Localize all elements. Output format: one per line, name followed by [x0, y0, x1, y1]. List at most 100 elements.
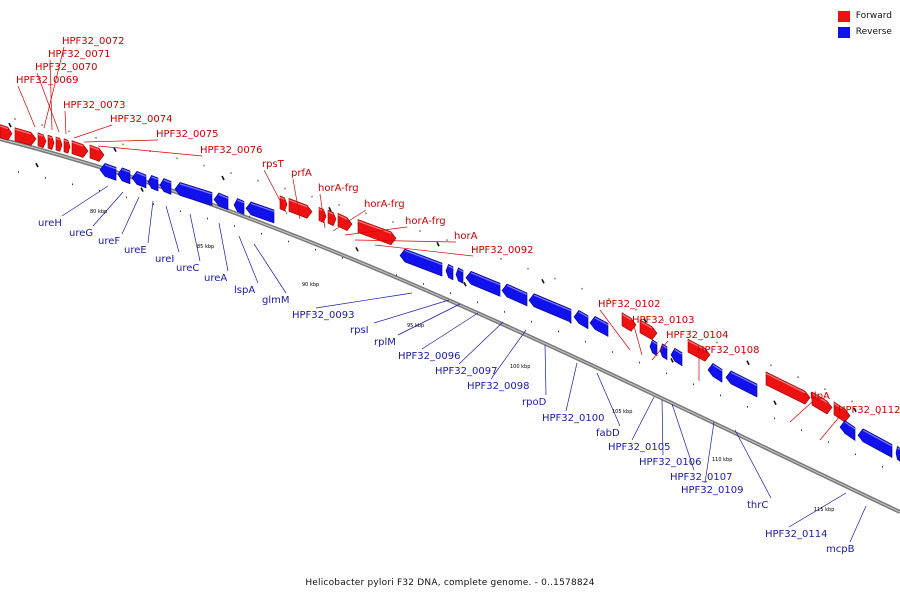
- gene-label-reverse: HPF32_0097: [435, 366, 497, 377]
- reverse-gene-arrow: [233, 198, 245, 215]
- gene-features: [0, 124, 900, 462]
- gene-label-forward: HPF32_0104: [666, 330, 728, 341]
- major-tick: [8, 122, 12, 128]
- gene-label-forward: HPF32_0103: [632, 315, 694, 326]
- forward-gene-arrow: [765, 371, 811, 405]
- leader-line: [490, 329, 527, 380]
- leader-line: [565, 362, 578, 412]
- leader-line: [734, 429, 772, 499]
- gene-label-reverse: ureF: [98, 236, 120, 247]
- gene-label-reverse: ureI: [155, 254, 174, 265]
- major-tick: [436, 241, 440, 247]
- forward-swatch: [837, 10, 850, 22]
- reverse-gene-arrow: [589, 316, 609, 337]
- gene-label-reverse: rpoD: [522, 397, 547, 408]
- gene-label-forward: rpsT: [262, 159, 285, 170]
- gene-label-forward: HPF32_0092: [471, 245, 533, 256]
- reverse-gene-arrow: [174, 182, 213, 206]
- leader-line: [83, 139, 159, 143]
- forward-gene-arrow: [89, 144, 105, 162]
- reverse-gene-arrow: [399, 248, 443, 277]
- gene-label-reverse: HPF32_0109: [681, 485, 743, 496]
- gene-label-reverse: fabD: [596, 428, 620, 439]
- scale-label: 115 kbp: [814, 507, 834, 513]
- tick-marks: [8, 118, 884, 468]
- leader-line: [596, 372, 621, 427]
- leader-line: [344, 226, 408, 236]
- forward-gene-arrow: [327, 209, 337, 227]
- gene-label-reverse: HPF32_0100: [542, 413, 604, 424]
- reverse-gene-arrow: [117, 167, 131, 185]
- leader-line: [263, 169, 288, 215]
- reverse-gene-arrow: [213, 192, 229, 211]
- gene-label-forward: HPF32_0069: [16, 75, 78, 86]
- major-tick: [463, 281, 467, 287]
- leader-line: [253, 243, 287, 294]
- leader-line: [704, 421, 715, 484]
- gene-label-forward: horA-frg: [364, 199, 405, 210]
- major-tick: [113, 147, 117, 152]
- gene-label-forward: prfA: [291, 168, 312, 179]
- major-tick: [328, 206, 332, 212]
- forward-gene-arrow: [288, 197, 313, 219]
- scale-label: 90 kbp: [302, 282, 319, 288]
- reverse-gene-arrow: [455, 267, 464, 284]
- major-tick: [221, 175, 225, 181]
- forward-gene-arrow: [811, 391, 833, 415]
- leader-line: [397, 303, 461, 336]
- reverse-swatch: [837, 26, 850, 38]
- legend: Forward Reverse: [837, 8, 892, 40]
- major-tick: [853, 407, 857, 413]
- gene-label-reverse: rplM: [374, 337, 396, 348]
- leader-line: [238, 235, 259, 284]
- leader-line: [633, 325, 643, 356]
- reverse-gene-arrow: [670, 347, 683, 367]
- reverse-gene-arrow: [573, 309, 589, 330]
- leader-line: [374, 244, 474, 257]
- gene-label-reverse: HPF32_0107: [670, 472, 732, 483]
- major-tick: [746, 360, 750, 366]
- gene-label-forward: HPF32_0102: [598, 299, 660, 310]
- leader-line: [43, 46, 65, 129]
- leader-line: [92, 191, 124, 227]
- major-tick: [773, 400, 777, 406]
- forward-gene-arrow: [337, 212, 353, 232]
- gene-label-forward: HPF32_0070: [35, 62, 97, 73]
- leader-line: [651, 340, 669, 361]
- leader-line: [61, 185, 109, 217]
- forward-gene-arrow: [621, 312, 637, 332]
- gene-label-forward: HPF32_0073: [63, 100, 125, 111]
- reverse-gene-arrow: [659, 343, 668, 361]
- leader-line: [788, 492, 847, 528]
- gene-label-reverse: HPF32_0114: [765, 529, 827, 540]
- leader-line: [789, 401, 813, 423]
- leader-line: [631, 396, 655, 441]
- forward-gene-arrow: [55, 136, 63, 152]
- leader-line: [671, 403, 695, 471]
- gene-label-forward: horA-frg: [405, 216, 446, 227]
- reverse-gene-arrow: [707, 362, 723, 383]
- leader-line: [292, 178, 301, 220]
- reverse-gene-arrow: [131, 170, 147, 189]
- forward-gene-arrow: [279, 195, 288, 212]
- reverse-gene-arrow: [159, 178, 172, 195]
- gene-label-reverse: ureE: [124, 245, 147, 256]
- gene-label-reverse: HPF32_0093: [292, 310, 354, 321]
- major-tick: [355, 246, 359, 252]
- leader-line: [36, 72, 60, 133]
- reverse-gene-arrow: [857, 428, 893, 458]
- gene-labels: 80 kbp 85 kbp 90 kbp 95 kbp 100 kbp 105 kbp 11…: [16, 36, 900, 555]
- leader-line: [319, 193, 326, 229]
- leader-line: [421, 312, 479, 350]
- leader-line: [218, 222, 229, 272]
- major-tick: [140, 187, 144, 192]
- gene-label-forward: HPF32_0112: [838, 405, 900, 416]
- leader-line: [121, 196, 140, 235]
- gene-label-forward: horA-frg: [318, 183, 359, 194]
- reverse-gene-arrow: [245, 201, 275, 224]
- forward-gene-arrow: [0, 124, 13, 141]
- gene-label-reverse: ureA: [204, 273, 227, 284]
- legend-reverse: Reverse: [837, 24, 892, 40]
- scale-label: 100 kbp: [510, 364, 530, 370]
- gene-label-reverse: HPF32_0105: [608, 442, 670, 453]
